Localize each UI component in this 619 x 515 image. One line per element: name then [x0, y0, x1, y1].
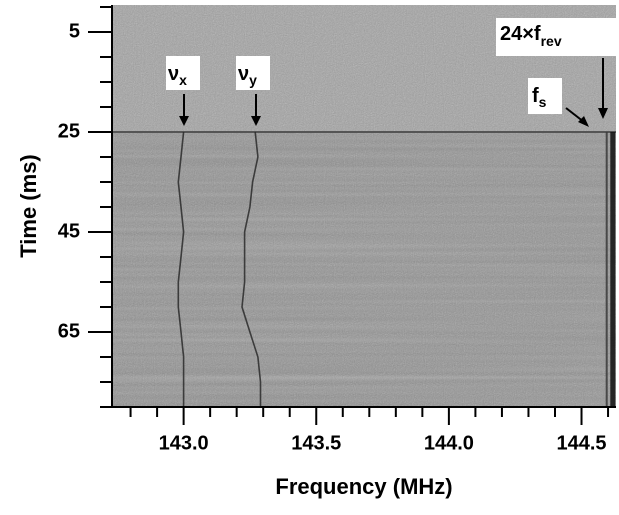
plot-area [112, 5, 616, 407]
x-tick-label: 144.5 [556, 432, 606, 454]
arrow-head [578, 116, 589, 127]
annotation-label: fs [532, 85, 547, 110]
y-tick-label: 5 [69, 20, 80, 42]
x-tick-label: 143.5 [291, 432, 341, 454]
annotation-label: 24×frev [500, 23, 562, 49]
label-box [528, 78, 562, 114]
label-box [496, 18, 616, 56]
y-axis-title: Time (ms) [16, 154, 41, 258]
y-tick-label: 25 [58, 120, 80, 142]
annotation: 24×frev [496, 18, 616, 119]
annotation: νy [236, 56, 270, 126]
arrow-head [251, 116, 261, 126]
label-box [236, 56, 270, 90]
noise [112, 132, 616, 407]
x-axis-title: Frequency (MHz) [275, 474, 452, 499]
trace [241, 131, 262, 407]
annotation: fs [528, 78, 589, 127]
annotation-label: νy [238, 63, 257, 88]
arrow-head [179, 116, 189, 126]
x-tick-label: 144.0 [424, 432, 474, 454]
trace [177, 131, 185, 407]
x-tick-label: 143.0 [159, 432, 209, 454]
arrow-head [598, 108, 608, 119]
y-tick-label: 45 [58, 220, 80, 242]
annotation-label: νx [168, 63, 187, 88]
label-box [166, 56, 200, 90]
annotation: νx [166, 56, 200, 126]
y-tick-label: 65 [58, 320, 80, 342]
